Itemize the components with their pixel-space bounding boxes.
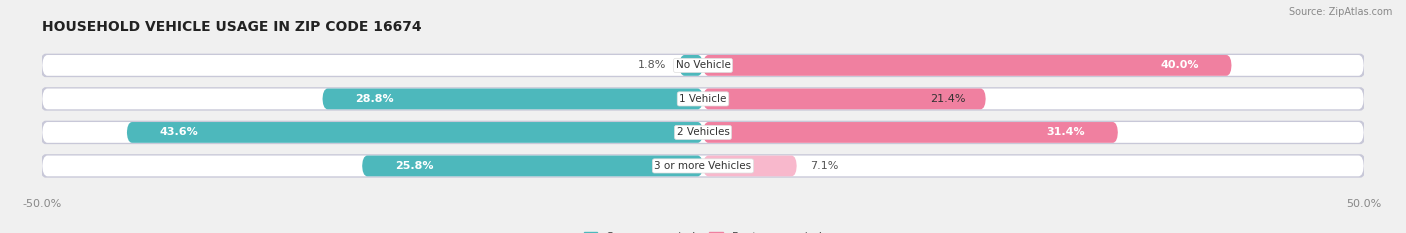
FancyBboxPatch shape — [703, 89, 986, 109]
Text: 25.8%: 25.8% — [395, 161, 433, 171]
FancyBboxPatch shape — [41, 54, 1365, 77]
Legend: Owner-occupied, Renter-occupied: Owner-occupied, Renter-occupied — [583, 232, 823, 233]
Text: HOUSEHOLD VEHICLE USAGE IN ZIP CODE 16674: HOUSEHOLD VEHICLE USAGE IN ZIP CODE 1667… — [42, 20, 422, 34]
FancyBboxPatch shape — [42, 122, 1364, 143]
FancyBboxPatch shape — [41, 121, 1365, 144]
Text: 28.8%: 28.8% — [356, 94, 394, 104]
Text: 2 Vehicles: 2 Vehicles — [676, 127, 730, 137]
Text: Source: ZipAtlas.com: Source: ZipAtlas.com — [1288, 7, 1392, 17]
FancyBboxPatch shape — [42, 89, 1364, 109]
Text: No Vehicle: No Vehicle — [675, 60, 731, 70]
FancyBboxPatch shape — [42, 156, 1364, 176]
FancyBboxPatch shape — [41, 154, 1365, 178]
FancyBboxPatch shape — [42, 55, 1364, 76]
FancyBboxPatch shape — [703, 156, 797, 176]
Text: 21.4%: 21.4% — [931, 94, 966, 104]
FancyBboxPatch shape — [41, 87, 1365, 111]
Text: 7.1%: 7.1% — [810, 161, 838, 171]
FancyBboxPatch shape — [127, 122, 703, 143]
Text: 1 Vehicle: 1 Vehicle — [679, 94, 727, 104]
FancyBboxPatch shape — [703, 55, 1232, 76]
FancyBboxPatch shape — [703, 122, 1118, 143]
FancyBboxPatch shape — [322, 89, 703, 109]
FancyBboxPatch shape — [679, 55, 703, 76]
Text: 1.8%: 1.8% — [637, 60, 666, 70]
Text: 40.0%: 40.0% — [1160, 60, 1198, 70]
Text: 31.4%: 31.4% — [1046, 127, 1085, 137]
Text: 3 or more Vehicles: 3 or more Vehicles — [654, 161, 752, 171]
FancyBboxPatch shape — [361, 156, 703, 176]
Text: 43.6%: 43.6% — [160, 127, 198, 137]
